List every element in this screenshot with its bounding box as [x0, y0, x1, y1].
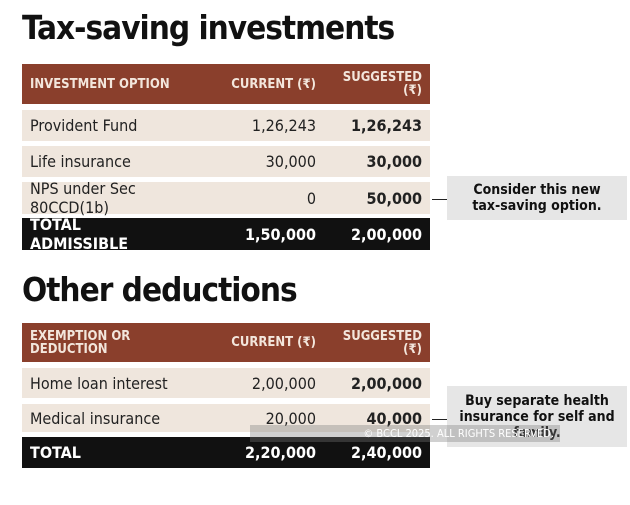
cell: 30,000 — [265, 152, 316, 171]
table-row: Life insurance 30,000 30,000 — [22, 146, 430, 177]
cell: INVESTMENT OPTION — [30, 76, 170, 92]
cell: 30,000 — [366, 152, 422, 171]
watermark: © BCCL 2025. ALL RIGHTS RESERVED. — [250, 425, 560, 442]
cell: Provident Fund — [30, 116, 138, 135]
table-row: NPS under Sec 80CCD(1b) 0 50,000 — [22, 179, 430, 217]
connector — [432, 199, 447, 200]
cell: 2,00,000 — [350, 373, 422, 393]
cell: SUGGESTED (₹) — [342, 70, 422, 98]
cell: TOTAL — [30, 443, 81, 462]
cell: 50,000 — [366, 188, 422, 208]
cell: 2,20,000 — [244, 443, 316, 462]
cell: 1,26,243 — [251, 116, 316, 135]
total-row: TOTAL ADMISSIBLE 1,50,000 2,00,000 — [22, 215, 430, 253]
annotation: Consider this new tax-saving option. — [447, 176, 627, 220]
cell: 2,00,000 — [251, 373, 316, 393]
cell: 2,40,000 — [350, 443, 422, 462]
cell: CURRENT (₹) — [231, 335, 316, 350]
cell: 1,26,243 — [350, 116, 422, 135]
cell: CURRENT (₹) — [231, 76, 316, 92]
header-row: INVESTMENT OPTION CURRENT (₹) SUGGESTED (₹… — [22, 64, 430, 104]
cell: SUGGESTED (₹) — [342, 328, 422, 357]
cell: 2,00,000 — [350, 224, 422, 244]
cell: Life insurance — [30, 152, 131, 171]
cell: 1,50,000 — [244, 224, 316, 244]
cell: 40,000 — [366, 408, 422, 428]
annotation: Buy separate health insurance for self a… — [447, 386, 627, 447]
cell: Medical insurance — [30, 408, 161, 428]
cell: EXEMPTION OR DEDUCTION — [30, 328, 131, 357]
table-row: Provident Fund 1,26,243 1,26,243 — [22, 110, 430, 141]
section-title: Other deductions — [22, 270, 298, 309]
cell: 20,000 — [265, 408, 316, 428]
table-row: Home loan interest 2,00,000 2,00,000 — [22, 368, 430, 398]
section-title: Tax-saving investments — [22, 8, 395, 47]
table-row: Medical insurance 20,000 40,000 — [22, 404, 430, 432]
cell: Home loan interest — [30, 373, 168, 393]
connector — [432, 419, 447, 420]
cell: 0 — [306, 188, 316, 208]
total-row: TOTAL 2,20,000 2,40,000 — [22, 437, 430, 468]
cell: NPS under Sec 80CCD(1b) — [30, 179, 136, 217]
cell: TOTAL ADMISSIBLE — [30, 215, 129, 253]
header-row: EXEMPTION OR DEDUCTION CURRENT (₹) SUGGEST… — [22, 323, 430, 362]
